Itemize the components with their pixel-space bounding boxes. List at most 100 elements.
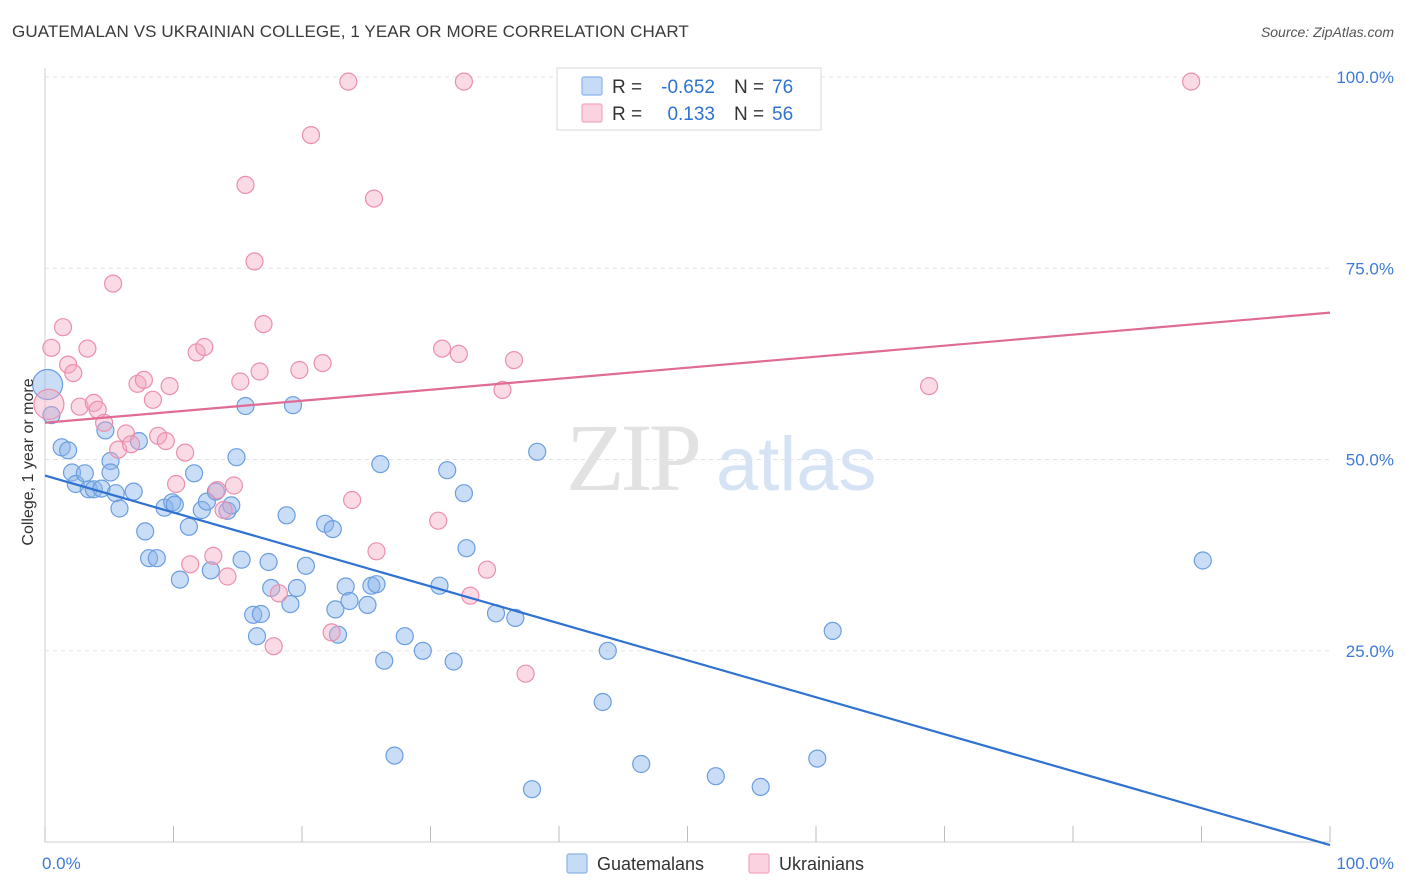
ukrainians-point-51 (493, 380, 512, 399)
ukrainians-point-26 (208, 481, 227, 500)
watermark: ZIP atlas (566, 404, 877, 511)
guatemalans-point-72 (751, 777, 770, 797)
guatemalans-point-43 (287, 578, 306, 598)
guatemalans-point-55 (375, 651, 394, 670)
guatemalans-point-57 (395, 627, 414, 646)
ukrainians-r-value: 0.133 (667, 104, 715, 125)
ukrainians-point-39 (313, 354, 332, 373)
ukrainians-point-46 (433, 339, 452, 358)
ukrainians-n-value: 56 (772, 104, 793, 125)
ukrainians-point-19 (160, 377, 179, 396)
ukrainians-point-12 (116, 424, 136, 443)
guatemalans-point-24 (179, 517, 198, 536)
ukrainians-point-29 (224, 476, 243, 495)
guatemalans-point-56 (385, 746, 404, 765)
x-tick-label-min: 0.0% (42, 854, 81, 873)
y-tick-label-25: 25.0% (1346, 642, 1394, 661)
ukrainians-point-34 (254, 315, 273, 334)
y-tick-labels: 25.0% 50.0% 75.0% 100.0% (1336, 68, 1394, 661)
guatemalans-point-15 (124, 482, 143, 501)
guatemalans-point-12 (101, 463, 120, 482)
guatemalans-swatch (581, 76, 603, 96)
guatemalans-point-17 (136, 522, 155, 541)
ukrainians-point-15 (134, 370, 153, 389)
stats-legend: R = -0.652 N = 76 R = 0.133 N = 56 (556, 67, 822, 131)
guatemalans-point-73 (808, 749, 827, 768)
ukrainians-point-50 (477, 560, 497, 579)
ukrainians-point-37 (290, 360, 309, 380)
ukrainians-point-18 (156, 432, 175, 451)
ukrainians-point-24 (195, 337, 214, 357)
ukrainians-point-53 (516, 664, 535, 683)
ukrainians-point-16 (143, 390, 162, 409)
legend-ukrainians-swatch (748, 853, 770, 874)
ukrainians-point-0 (33, 388, 65, 420)
guatemalans-point-69 (593, 692, 612, 712)
guatemalans-point-4 (62, 463, 82, 482)
ukrainians-point-10 (103, 274, 123, 293)
ukrainians-point-30 (231, 372, 250, 391)
ukrainians-point-35 (264, 637, 283, 656)
ukrainians-point-4 (64, 364, 83, 383)
guatemalans-r-label: R = (612, 77, 642, 98)
guatemalans-point-33 (232, 550, 251, 569)
ukrainians-r-label: R = (612, 104, 642, 125)
ukrainians-point-44 (367, 542, 386, 561)
guatemalans-point-47 (326, 600, 345, 619)
ukrainians-point-2 (53, 318, 73, 337)
guatemalans-point-10 (96, 421, 115, 440)
ukrainians-point-33 (250, 362, 269, 381)
guatemalans-point-66 (522, 780, 542, 799)
ukrainians-point-28 (218, 567, 237, 586)
guatemalans-point-28 (201, 561, 220, 580)
guatemalans-point-14 (110, 499, 129, 518)
guatemalans-point-58 (413, 641, 432, 660)
guatemalans-point-50 (340, 591, 359, 611)
guatemalans-point-65 (506, 608, 525, 628)
guatemalans-point-41 (281, 594, 300, 614)
ukrainians-trend-line (44, 311, 1331, 424)
guatemalans-point-36 (247, 627, 267, 646)
ukrainians-point-47 (449, 344, 468, 363)
guatemalans-point-75 (1193, 551, 1212, 570)
guatemalans-n-value: 76 (772, 77, 793, 98)
guatemalans-point-42 (283, 396, 303, 415)
legend-ukrainians-label: Ukrainians (779, 854, 864, 874)
ukrainians-point-21 (176, 443, 195, 462)
trend-lines (44, 311, 1331, 847)
guatemalans-point-32 (227, 448, 246, 467)
guatemalans-point-63 (457, 539, 476, 558)
guatemalans-point-19 (147, 549, 166, 568)
ukrainians-point-54 (919, 377, 939, 396)
ukrainians-point-6 (78, 339, 97, 358)
guatemalans-point-21 (163, 493, 182, 512)
ukrainians-point-5 (70, 397, 89, 416)
guatemalans-point-49 (336, 577, 355, 596)
ukrainians-point-1 (42, 338, 61, 357)
legend-guatemalans-swatch (566, 853, 588, 874)
guatemalans-point-51 (358, 595, 377, 615)
guatemalans-point-46 (323, 519, 342, 539)
guatemalans-point-54 (371, 455, 390, 474)
guatemalans-point-71 (706, 767, 725, 786)
y-axis-title: College, 1 year or more (20, 378, 37, 545)
guatemalans-point-44 (296, 556, 315, 575)
ukrainians-point-25 (204, 546, 223, 566)
chart-title: GUATEMALAN VS UKRAINIAN COLLEGE, 1 YEAR … (12, 22, 689, 41)
guatemalans-point-61 (444, 652, 463, 671)
ukrainians-n-label: N = (734, 104, 764, 125)
ukrainians-point-55 (1182, 72, 1201, 91)
ukrainians-point-36 (269, 584, 288, 603)
guatemalans-point-40 (277, 506, 296, 525)
ukrainians-point-41 (339, 72, 358, 91)
ukrainians-point-42 (343, 490, 362, 510)
ukrainians-point-22 (181, 555, 200, 574)
ukrainians-point-3 (58, 355, 78, 374)
guatemalans-point-27 (197, 492, 216, 511)
ukrainians-point-45 (429, 511, 448, 530)
guatemalans-point-74 (823, 621, 842, 641)
guatemalans-point-23 (170, 570, 189, 589)
data-points (31, 72, 1212, 799)
x-axis-ticks (44, 826, 1331, 842)
ukrainians-point-31 (236, 175, 255, 194)
